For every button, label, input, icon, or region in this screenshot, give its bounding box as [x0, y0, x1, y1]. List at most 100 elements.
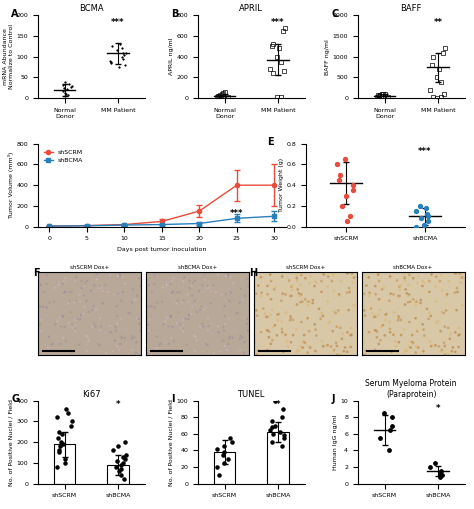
Point [100, 287, 108, 295]
Point [264, 346, 271, 354]
Point [73, 314, 80, 322]
Point [349, 278, 357, 287]
Point [90, 302, 98, 310]
Point [419, 347, 427, 355]
Point [388, 413, 396, 421]
Point [39, 302, 47, 310]
Point [241, 335, 249, 343]
Point [93, 287, 101, 295]
Point [186, 284, 193, 292]
Point [219, 89, 227, 97]
Point [205, 284, 213, 292]
Point [207, 329, 215, 337]
Point [250, 289, 258, 297]
Point [273, 302, 281, 310]
Point [389, 287, 396, 295]
Point [346, 288, 353, 296]
Point [165, 322, 173, 330]
Point [88, 323, 96, 331]
Point [169, 274, 177, 282]
Point [62, 337, 70, 345]
Point [102, 281, 109, 289]
Point [122, 450, 129, 459]
Point [373, 93, 380, 101]
Point [417, 202, 424, 210]
Point [405, 291, 413, 299]
Point [293, 277, 301, 285]
Point [386, 426, 393, 434]
Point [175, 275, 182, 284]
X-axis label: Days post tumor inoculation: Days post tumor inoculation [117, 247, 207, 252]
Text: *: * [116, 400, 120, 409]
Point [349, 186, 357, 194]
Point [189, 278, 197, 287]
Point [350, 273, 358, 281]
Point [59, 334, 67, 342]
Point [37, 327, 45, 335]
Point [99, 287, 106, 295]
Point [437, 77, 445, 86]
Point [437, 469, 444, 477]
Point [458, 273, 466, 281]
Point [312, 347, 319, 355]
Point [257, 292, 265, 300]
Point [185, 298, 192, 306]
Point [70, 322, 78, 330]
Point [120, 50, 128, 59]
Point [374, 91, 382, 99]
Point [121, 279, 129, 288]
Point [332, 274, 339, 282]
Point [382, 90, 389, 98]
Y-axis label: Human IgG ng/ml: Human IgG ng/ml [333, 414, 337, 470]
Point [266, 271, 274, 279]
Point [266, 426, 274, 434]
Point [336, 290, 343, 298]
Point [438, 467, 445, 475]
Point [46, 345, 53, 353]
Point [77, 298, 84, 306]
Point [396, 286, 404, 294]
Point [288, 282, 296, 290]
Point [121, 334, 128, 342]
Point [272, 397, 279, 405]
Point [349, 181, 357, 189]
Point [390, 308, 398, 317]
Point [195, 271, 203, 279]
Point [232, 350, 239, 358]
Point [438, 287, 446, 295]
Text: G: G [11, 394, 19, 404]
Title: shBCMA Dox+: shBCMA Dox+ [393, 265, 433, 270]
Point [64, 91, 72, 99]
Point [156, 341, 164, 349]
Point [443, 290, 451, 298]
Point [215, 92, 223, 100]
Point [149, 270, 157, 278]
Point [239, 296, 246, 304]
Point [397, 331, 405, 339]
Point [330, 307, 337, 316]
Point [112, 323, 119, 331]
Point [423, 210, 430, 218]
Point [145, 303, 152, 311]
Point [162, 277, 170, 286]
Point [406, 284, 414, 292]
Point [456, 330, 463, 338]
Point [143, 349, 151, 357]
Point [381, 331, 389, 340]
Point [245, 282, 252, 290]
Point [298, 271, 305, 279]
Point [236, 335, 244, 343]
Point [251, 283, 258, 291]
Point [83, 297, 91, 305]
Point [275, 310, 283, 318]
Point [54, 413, 61, 421]
Point [429, 308, 437, 317]
Point [289, 331, 297, 339]
Point [379, 90, 387, 98]
Point [255, 282, 263, 290]
Point [297, 291, 305, 299]
Text: ***: *** [230, 209, 244, 218]
Point [374, 271, 382, 279]
Point [167, 312, 175, 320]
Point [191, 347, 199, 355]
